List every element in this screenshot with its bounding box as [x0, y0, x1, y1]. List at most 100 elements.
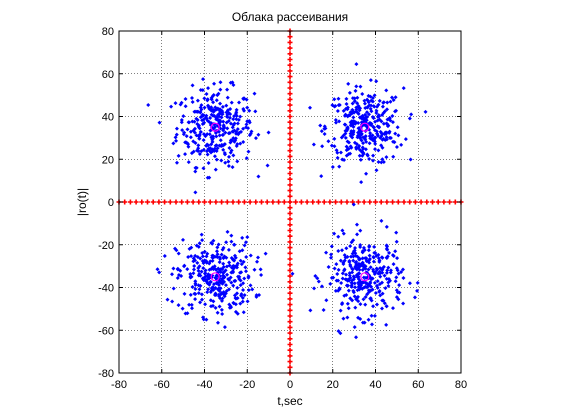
- scatter-point: [367, 141, 372, 146]
- scatter-point: [372, 93, 377, 98]
- scatter-point: [395, 256, 400, 261]
- scatter-point: [344, 277, 349, 282]
- scatter-point: [381, 100, 386, 105]
- scatter-point: [352, 99, 357, 104]
- scatter-point: [388, 99, 393, 104]
- scatter-point: [362, 98, 367, 103]
- axis-marker-horizontal: [298, 199, 304, 205]
- axis-marker-vertical: [287, 353, 293, 359]
- scatter-point: [334, 278, 339, 283]
- scatter-point: [370, 322, 375, 327]
- scatter-point: [344, 283, 349, 288]
- scatter-point: [217, 279, 222, 284]
- axis-marker-horizontal: [253, 199, 259, 205]
- scatter-point: [198, 273, 203, 278]
- scatter-point: [217, 111, 222, 116]
- scatter-point: [350, 298, 355, 303]
- scatter-point: [217, 286, 222, 291]
- axis-marker-vertical: [287, 114, 293, 119]
- scatter-point: [197, 241, 202, 246]
- scatter-point: [212, 154, 217, 159]
- scatter-point: [233, 111, 238, 116]
- scatter-point: [169, 104, 174, 109]
- scatter-point: [394, 230, 399, 235]
- scatter-point: [321, 308, 326, 313]
- scatter-point: [229, 280, 234, 285]
- scatter-point: [199, 103, 204, 108]
- scatter-point: [193, 282, 198, 287]
- scatter-point: [204, 143, 209, 148]
- scatter-point: [384, 243, 389, 248]
- scatter-point: [349, 254, 354, 259]
- y-tick-label: -80: [98, 368, 114, 380]
- scatter-point: [214, 134, 219, 139]
- scatter-point: [175, 266, 180, 271]
- scatter-point: [379, 160, 384, 165]
- scatter-point: [345, 126, 350, 131]
- scatter-point: [345, 107, 350, 112]
- scatter-point: [382, 301, 387, 306]
- scatter-point: [384, 322, 389, 327]
- scatter-point: [200, 238, 205, 243]
- scatter-point: [165, 297, 170, 302]
- axis-marker-vertical: [287, 342, 293, 347]
- scatter-point: [366, 317, 371, 322]
- scatter-point: [212, 113, 217, 118]
- scatter-point: [233, 255, 238, 260]
- scatter-point: [222, 150, 227, 155]
- axis-marker-vertical: [287, 51, 293, 57]
- scatter-point: [227, 260, 232, 265]
- scatter-point: [391, 154, 396, 159]
- scatter-point: [210, 285, 215, 290]
- scatter-point: [228, 121, 233, 126]
- scatter-point: [372, 280, 377, 285]
- scatter-point: [210, 255, 215, 260]
- scatter-point: [192, 258, 197, 263]
- scatter-point: [407, 116, 412, 121]
- scatter-point: [193, 109, 198, 114]
- scatter-point: [196, 124, 201, 129]
- scatter-point: [329, 252, 334, 257]
- scatter-point: [176, 153, 181, 158]
- scatter-point: [221, 290, 226, 295]
- scatter-point: [372, 135, 377, 140]
- scatter-point: [364, 115, 369, 120]
- scatter-point: [376, 256, 381, 261]
- scatter-point: [239, 129, 244, 134]
- scatter-point: [363, 302, 368, 307]
- scatter-point: [377, 282, 382, 287]
- chart-title: Облака рассеивания: [232, 10, 348, 24]
- axis-marker-horizontal: [355, 199, 361, 205]
- scatter-point: [191, 271, 196, 276]
- scatter-point: [380, 306, 385, 311]
- scatter-point: [353, 305, 358, 310]
- scatter-point: [227, 146, 232, 151]
- scatter-point: [391, 97, 396, 102]
- scatter-point: [403, 137, 408, 142]
- scatter-point: [196, 268, 201, 273]
- scatter-point: [355, 110, 360, 115]
- scatter-point: [174, 160, 179, 165]
- scatter-point: [250, 287, 255, 292]
- scatter-point: [223, 283, 228, 288]
- scatter-point: [180, 128, 185, 133]
- scatter-point: [400, 267, 405, 272]
- axis-marker-horizontal: [219, 199, 225, 205]
- scatter-point: [394, 108, 399, 113]
- scatter-point: [185, 267, 190, 272]
- scatter-point: [343, 112, 348, 117]
- scatter-point: [344, 128, 349, 133]
- scatter-point: [373, 147, 378, 152]
- scatter-point: [241, 287, 246, 292]
- scatter-point: [328, 255, 333, 260]
- scatter-point: [200, 250, 205, 255]
- scatter-point: [191, 267, 196, 272]
- scatter-point: [390, 113, 395, 118]
- scatter-point: [217, 268, 222, 273]
- scatter-point: [196, 148, 201, 153]
- scatter-point: [196, 291, 201, 296]
- scatter-point: [396, 133, 401, 138]
- scatter-point: [200, 254, 205, 259]
- scatter-point: [245, 299, 250, 304]
- scatter-point: [326, 264, 331, 269]
